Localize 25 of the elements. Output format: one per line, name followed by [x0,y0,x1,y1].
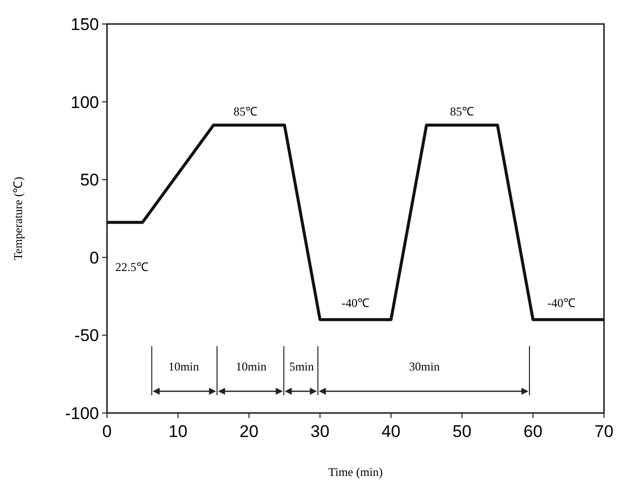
x-tick-label: 60 [524,422,542,441]
x-tick-label: 0 [102,422,112,441]
annotation: 85℃ [233,104,258,118]
x-tick-label: 10 [168,422,188,441]
x-tick-label: 30 [310,422,330,441]
x-tick-label: 70 [594,422,614,441]
annotation: 85℃ [450,104,474,118]
x-tick-label: 40 [382,422,400,441]
x-tick-label: 50 [452,422,472,441]
annotation: 22.5℃ [115,260,148,274]
annotation: 30min [409,360,440,374]
y-tick-label: -100 [64,404,99,423]
y-tick-label: 0 [90,248,99,268]
annotation: 10min [236,360,266,374]
annotation: -40℃ [342,296,370,310]
y-tick-label: 100 [70,92,99,112]
x-axis-title: Time (min) [328,465,383,479]
y-axis-title: Temperature (℃) [11,176,25,260]
y-tick-label: 150 [70,15,99,34]
annotation: 10min [168,360,200,374]
annotation: -40℃ [547,296,576,310]
y-tick-label: 50 [80,170,99,190]
x-tick-label: 20 [240,422,258,441]
annotation: 5min [289,360,314,374]
y-tick-label: -50 [74,326,99,346]
